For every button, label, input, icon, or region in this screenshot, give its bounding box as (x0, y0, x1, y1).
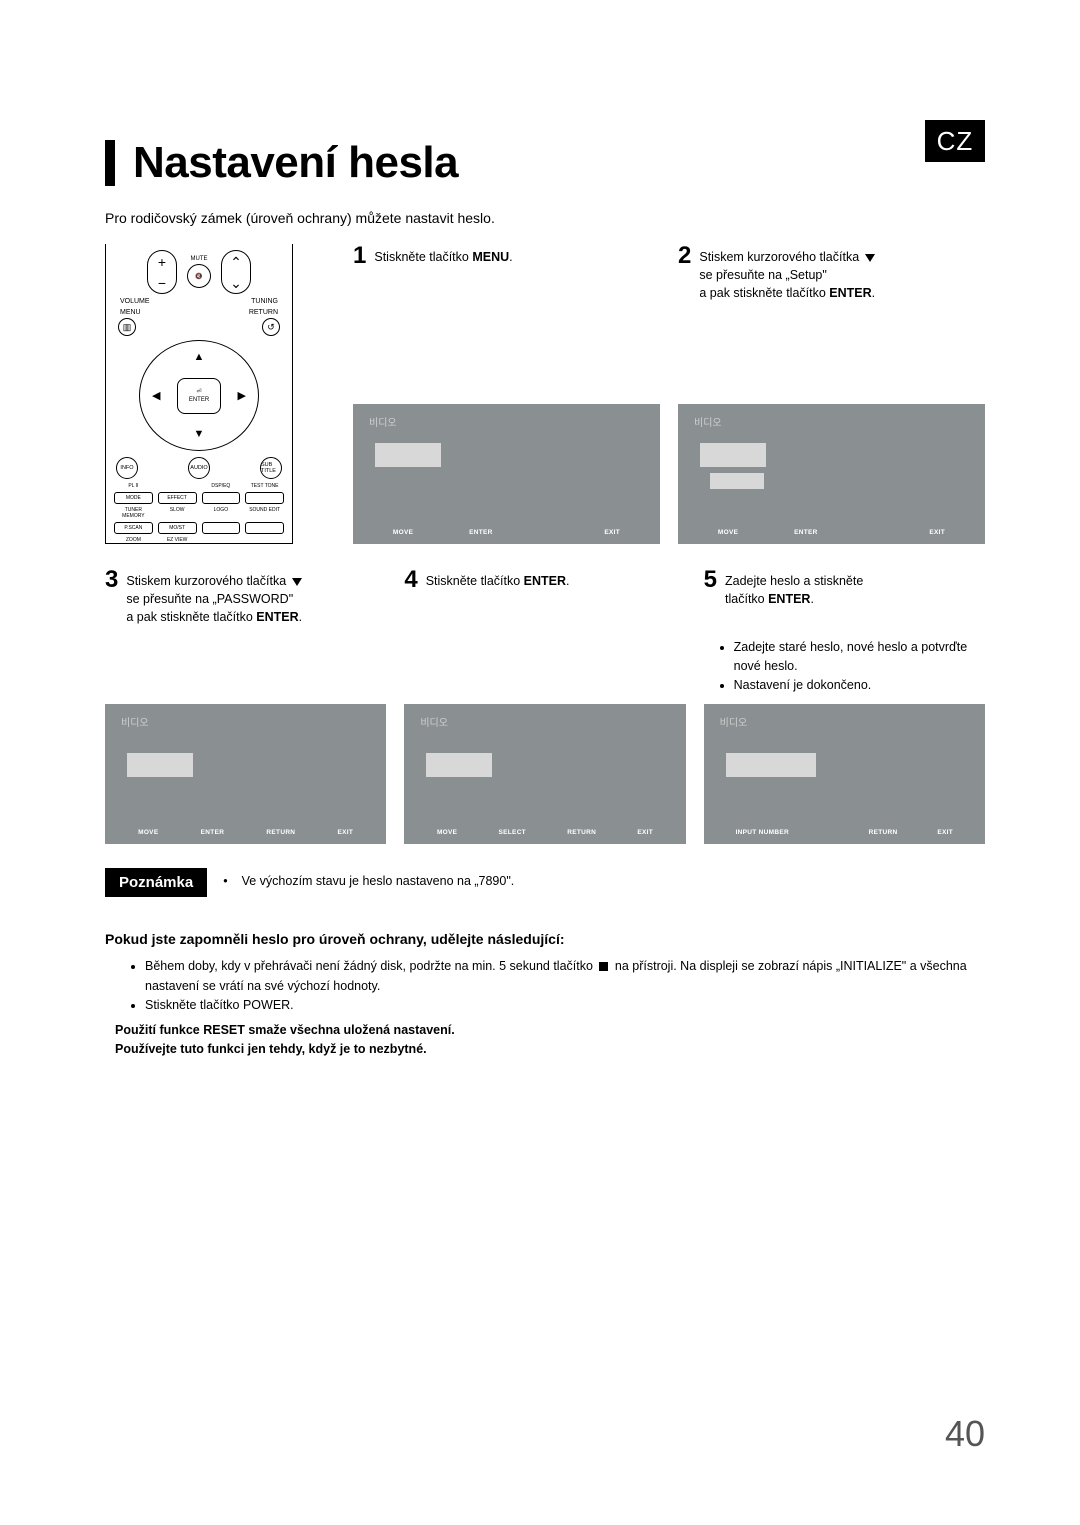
tv-korean-label: 비디오 (720, 714, 973, 729)
step-3-number: 3 (105, 568, 118, 592)
step-2: 2 Stiskem kurzorového tlačítka se přesuň… (678, 244, 985, 544)
step-3-text: Stiskem kurzorového tlačítka se přesuňte… (126, 568, 302, 626)
tv-menu-box (726, 753, 816, 777)
note-label: Poznámka (105, 868, 207, 897)
page-title: Nastavení hesla (133, 138, 458, 188)
tv-menu-box (700, 443, 766, 467)
tv-screen-1: 비디오 MOVEENTEREXIT (353, 404, 660, 544)
forgot-title: Pokud jste zapomněli heslo pro úroveň oc… (105, 931, 985, 947)
tv-korean-label: 비디오 (694, 414, 973, 429)
tv-korean-label: 비디오 (420, 714, 673, 729)
return-button: ↺ (262, 318, 280, 336)
enter-button: ⏎ENTER (177, 378, 221, 414)
tv-screen-2: 비디오 MOVEENTEREXIT (678, 404, 985, 544)
page-subtitle: Pro rodičovský zámek (úroveň ochrany) mů… (105, 210, 985, 226)
step-5-number: 5 (704, 568, 717, 592)
tv-bottom-bar-3: MOVEENTERRETURNEXIT (117, 829, 374, 836)
reset-warning-2: Používejte tuto funkci jen tehdy, když j… (115, 1040, 985, 1059)
tv-menu-box (375, 443, 441, 467)
row-1: +− MUTE 🔇 ⌃⌄ VOLUME TUNING MENU RETURN ▥ ↺… (105, 244, 985, 544)
tv-bottom-bar-4: MOVESELECTRETURNEXIT (416, 829, 673, 836)
mute-button: 🔇 (187, 264, 211, 288)
stop-icon (599, 962, 608, 971)
note-text: Ve výchozím stavu je heslo nastaveno na … (223, 868, 514, 888)
step-5-text: Zadejte heslo a stiskněte tlačítko ENTER… (725, 568, 863, 608)
info-button: INFO (116, 457, 138, 479)
tv-menu-box (127, 753, 193, 777)
menu-button: ▥ (118, 318, 136, 336)
return-label: RETURN (249, 309, 278, 316)
language-badge: CZ (925, 120, 985, 162)
tuning-rocker: ⌃⌄ (221, 250, 251, 294)
step-1: 1 Stiskněte tlačítko MENU. 비디오 MOVEENTER… (353, 244, 660, 544)
note-row: Poznámka Ve výchozím stavu je heslo nast… (105, 868, 985, 897)
down-arrow-icon (292, 578, 302, 586)
tv-screen-4: 비디오 MOVESELECTRETURNEXIT (404, 704, 685, 844)
step-2-number: 2 (678, 244, 691, 268)
step-5-bullet-1: Zadejte staré heslo, nové heslo a potvrď… (734, 638, 985, 676)
step-5: 5 Zadejte heslo a stiskněte tlačítko ENT… (704, 568, 985, 844)
subtitle-button: SUB TITLE (260, 457, 282, 479)
menu-label: MENU (120, 309, 141, 316)
tv-screen-5: 비디오 INPUT NUMBERRETURNEXIT (704, 704, 985, 844)
title-accent (105, 140, 115, 186)
tv-korean-label: 비디오 (121, 714, 374, 729)
step-3: 3 Stiskem kurzorového tlačítka se přesuň… (105, 568, 386, 844)
step-1-number: 1 (353, 244, 366, 268)
down-arrow-icon (865, 254, 875, 262)
volume-rocker: +− (147, 250, 177, 294)
page-number: 40 (945, 1413, 985, 1455)
tuning-label: TUNING (251, 298, 278, 305)
step-4-number: 4 (404, 568, 417, 592)
tv-menu-box-small (710, 473, 764, 489)
step-1-text: Stiskněte tlačítko MENU. (374, 244, 512, 266)
button-grid: PL IIDSP/EQTEST TONE MODEEFFECT TUNER ME… (112, 483, 286, 543)
step-4: 4 Stiskněte tlačítko ENTER. 비디오 MOVESELE… (404, 568, 685, 844)
step-2-text: Stiskem kurzorového tlačítka se přesuňte… (699, 244, 875, 302)
tv-korean-label: 비디오 (369, 414, 648, 429)
page: CZ Nastavení hesla Pro rodičovský zámek … (0, 0, 1080, 1525)
mute-label: MUTE (191, 256, 208, 262)
remote-col: +− MUTE 🔇 ⌃⌄ VOLUME TUNING MENU RETURN ▥ ↺… (105, 244, 335, 544)
tv-bottom-bar-1: MOVEENTEREXIT (365, 529, 648, 536)
row-2: 3 Stiskem kurzorového tlačítka se přesuň… (105, 568, 985, 844)
dpad: ▲▼◀▶ ⏎ENTER (139, 340, 259, 451)
remote-illustration: +− MUTE 🔇 ⌃⌄ VOLUME TUNING MENU RETURN ▥ ↺… (105, 244, 293, 544)
step-5-bullet-2: Nastavení je dokončeno. (734, 676, 985, 695)
tv-screen-3: 비디오 MOVEENTERRETURNEXIT (105, 704, 386, 844)
step-4-text: Stiskněte tlačítko ENTER. (426, 568, 570, 590)
tv-bottom-bar-2: MOVEENTEREXIT (690, 529, 973, 536)
title-bar: Nastavení hesla (105, 138, 985, 188)
forgot-bullet-1: Během doby, kdy v přehrávači není žádný … (145, 957, 985, 996)
audio-button: AUDIO (188, 457, 210, 479)
tv-bottom-bar-5: INPUT NUMBERRETURNEXIT (716, 829, 973, 836)
tv-menu-box (426, 753, 492, 777)
forgot-bullet-2: Stiskněte tlačítko POWER. (145, 996, 985, 1015)
forgot-list: Během doby, kdy v přehrávači není žádný … (105, 957, 985, 1015)
reset-warning-1: Použití funkce RESET smaže všechna ulože… (115, 1021, 985, 1040)
volume-label: VOLUME (120, 298, 150, 305)
step-5-bullets: Zadejte staré heslo, nové heslo a potvrď… (704, 638, 985, 694)
